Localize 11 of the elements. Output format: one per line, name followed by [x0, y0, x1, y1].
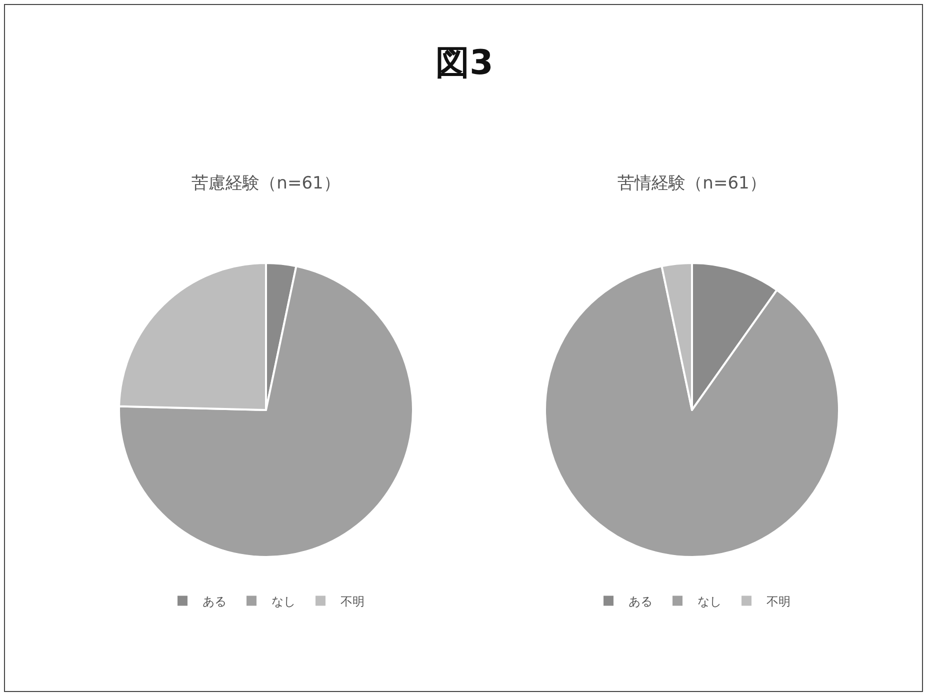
pie-slice — [118, 265, 414, 558]
pie-slice — [544, 265, 840, 558]
caption: 図3 — [434, 42, 494, 85]
legend-label: 不明 — [340, 594, 364, 608]
legend-label: 不明 — [766, 594, 790, 608]
legend-label: なし — [272, 594, 296, 608]
chart-title: 苦情経験（n=61） — [618, 173, 766, 194]
chart-title: 苦慮経験（n=61） — [192, 173, 340, 194]
legend-label: ある — [202, 594, 226, 608]
legend-label: なし — [698, 594, 722, 608]
legend-label: ある — [628, 594, 652, 608]
